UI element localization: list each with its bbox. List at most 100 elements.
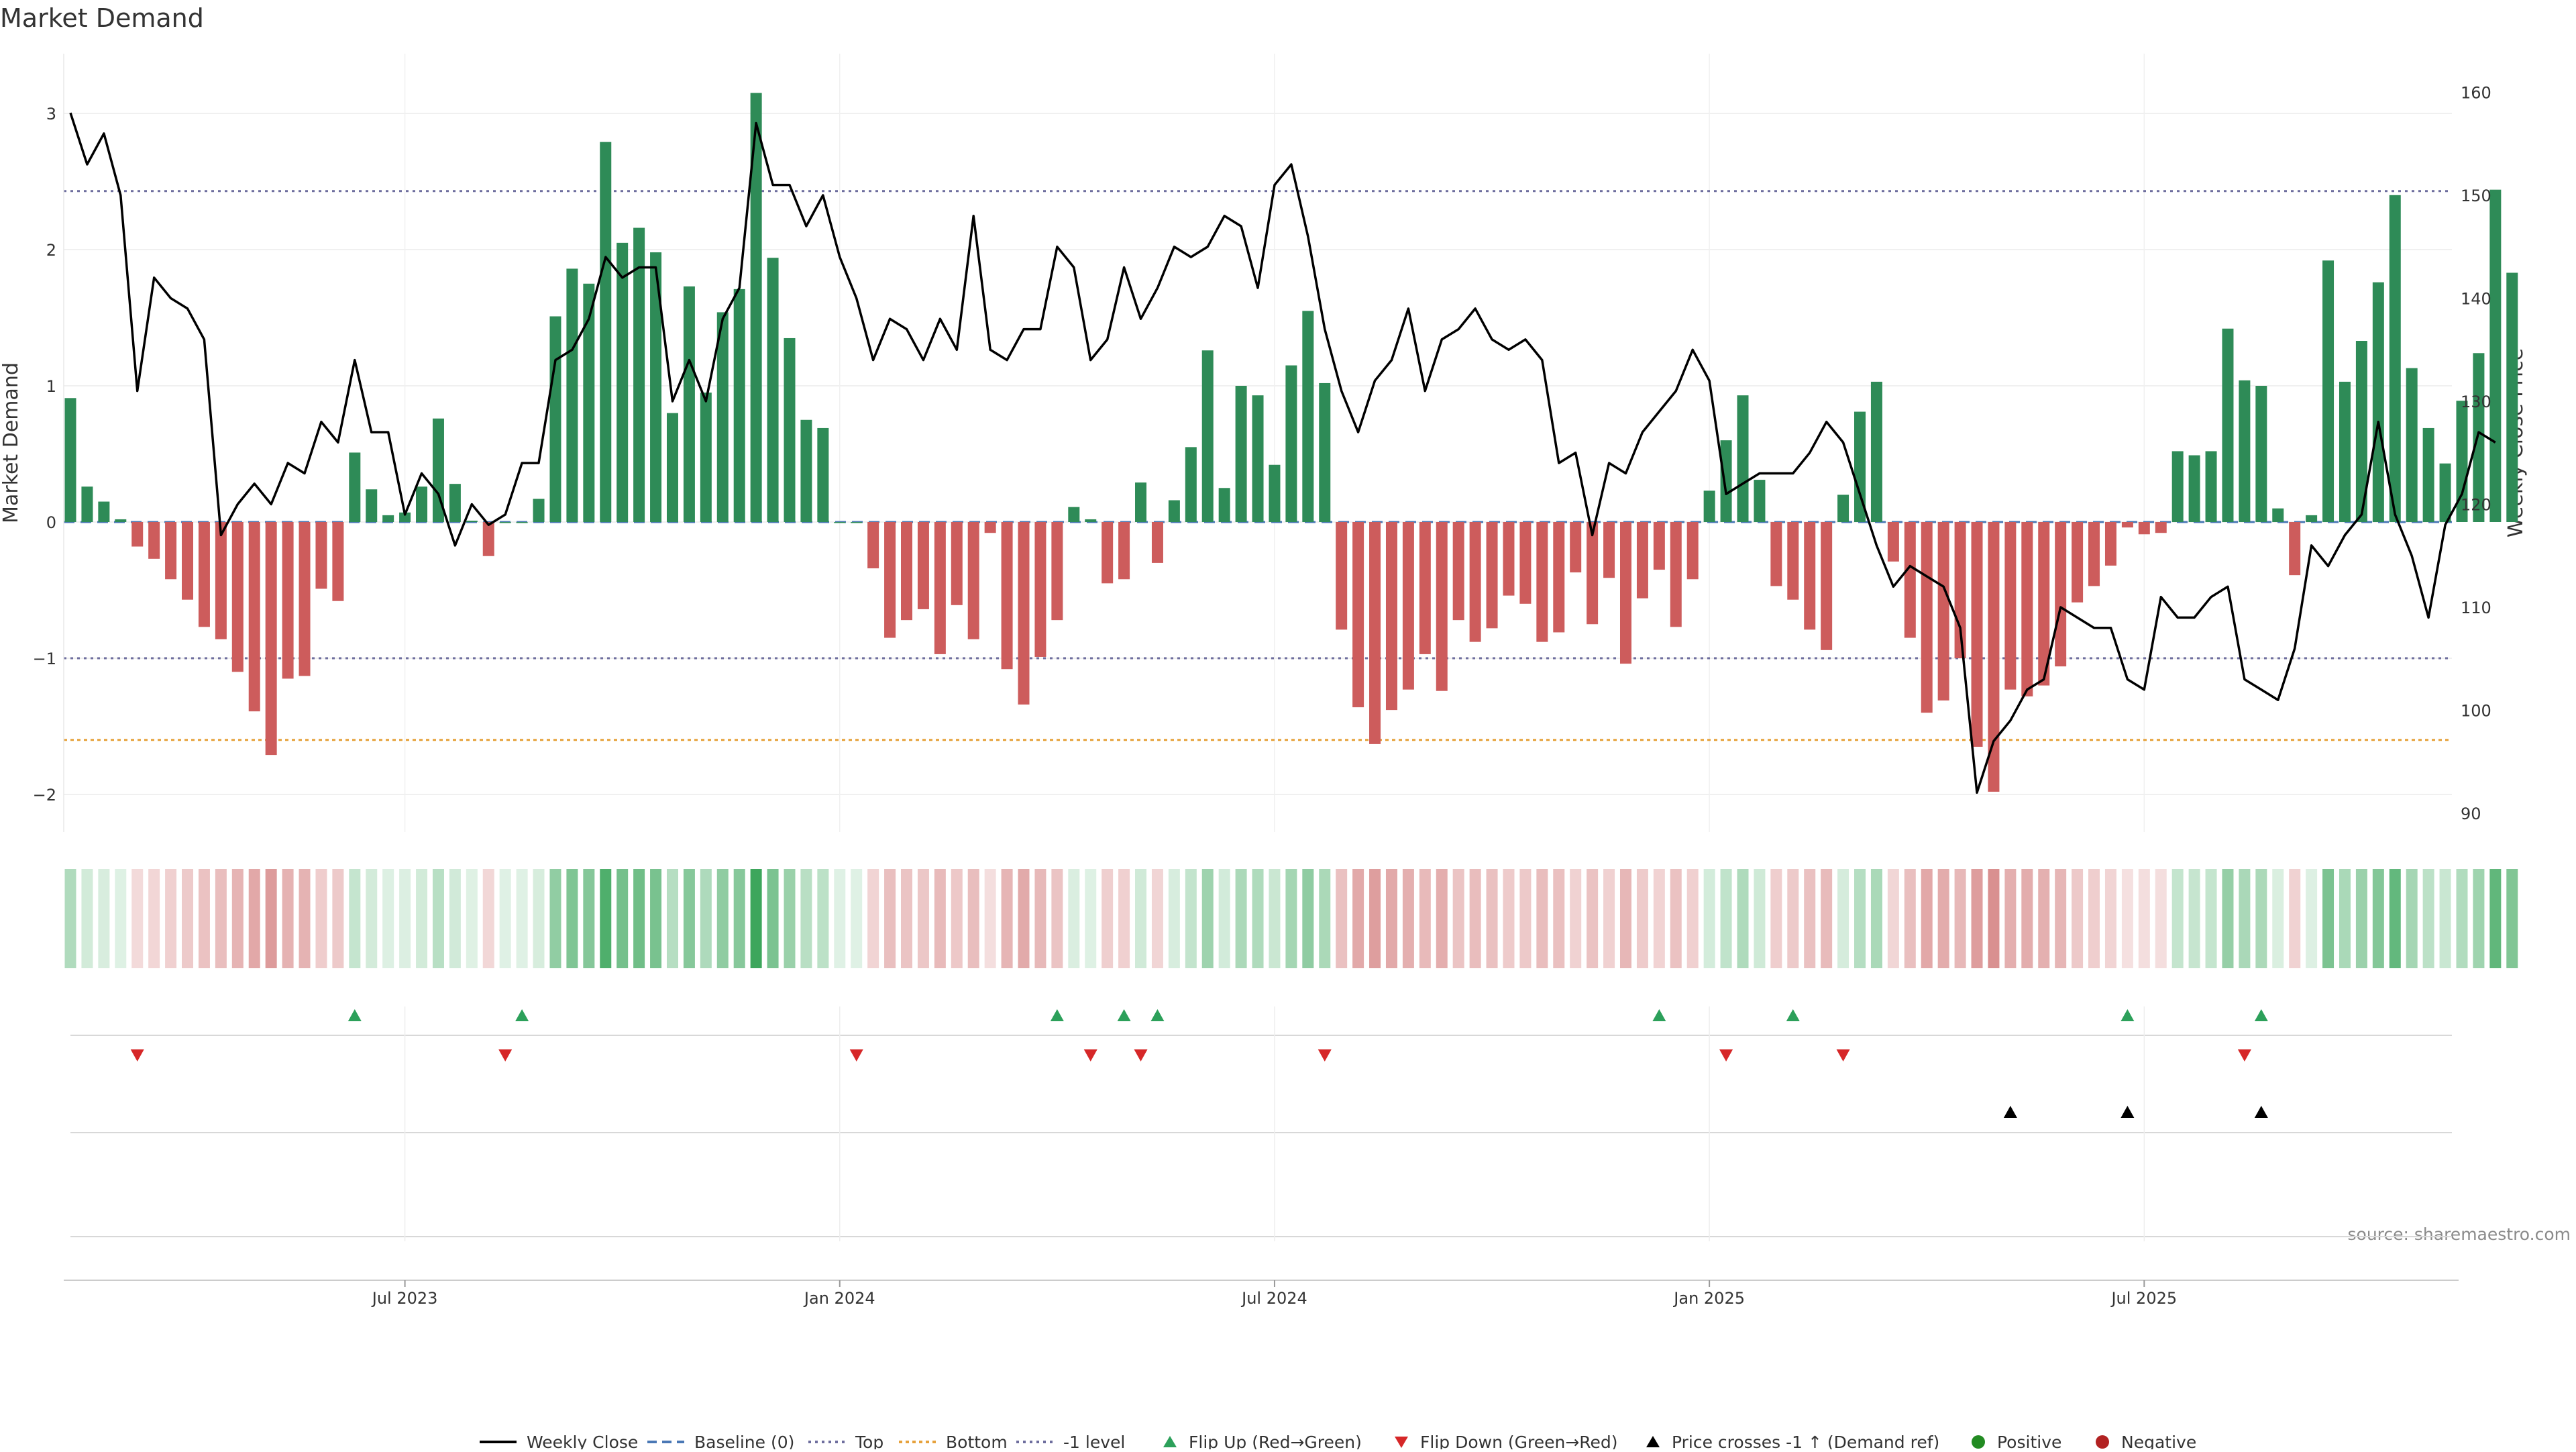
demand-bar-31 <box>583 283 595 522</box>
heat-cell-113 <box>1954 869 1966 968</box>
x-tick-label-0: Jul 2023 <box>371 1289 438 1308</box>
demand-bar-42 <box>767 258 779 522</box>
heat-cell-120 <box>2072 869 2084 968</box>
heat-cell-37 <box>683 869 695 968</box>
heat-cell-73 <box>1285 869 1297 968</box>
heat-cell-117 <box>2021 869 2033 968</box>
heat-cell-40 <box>733 869 745 968</box>
demand-bar-137 <box>2355 341 2367 522</box>
legend-item-8-swatch <box>1972 1435 1985 1449</box>
chart-title: Market Demand <box>0 3 204 33</box>
demand-bar-136 <box>2339 381 2351 522</box>
demand-bars-layer <box>64 93 2518 792</box>
demand-bar-32 <box>600 142 612 522</box>
heat-cell-74 <box>1302 869 1314 968</box>
right-tick-label-3: 130 <box>2461 393 2491 411</box>
legend-item-6-swatch <box>1395 1437 1408 1448</box>
heat-strip-layer <box>64 869 2518 968</box>
legend: Weekly Close Baseline (0) Top Bottom -1 leve… <box>480 1433 2196 1452</box>
heat-cell-105 <box>1821 869 1833 968</box>
demand-bar-36 <box>666 413 678 522</box>
demand-bar-89 <box>1553 522 1565 633</box>
demand-bar-115 <box>1988 522 2000 792</box>
heat-cell-1 <box>81 869 93 968</box>
demand-bar-40 <box>733 289 745 522</box>
demand-bar-33 <box>616 242 629 522</box>
heat-cell-31 <box>583 869 595 968</box>
heat-cell-51 <box>917 869 929 968</box>
demand-bar-119 <box>2055 522 2067 667</box>
demand-bar-81 <box>1419 522 1431 654</box>
demand-bar-93 <box>1619 522 1631 664</box>
heat-cell-140 <box>2406 869 2418 968</box>
heat-cell-142 <box>2439 869 2451 968</box>
heat-cell-72 <box>1269 869 1281 968</box>
demand-bar-72 <box>1269 464 1281 522</box>
demand-bar-9 <box>215 522 227 639</box>
demand-bar-65 <box>1151 522 1163 563</box>
flip-up-marker-1 <box>515 1009 529 1021</box>
heat-cell-20 <box>399 869 411 968</box>
heat-cell-23 <box>449 869 461 968</box>
demand-bar-56 <box>1001 522 1013 670</box>
demand-bar-24 <box>466 520 478 522</box>
flip-down-marker-0 <box>130 1049 144 1061</box>
heat-cell-98 <box>1703 869 1715 968</box>
demand-bar-60 <box>1068 507 1080 522</box>
flip-down-marker-1 <box>498 1049 513 1061</box>
demand-bar-134 <box>2306 515 2318 522</box>
legend-item-6-label: Flip Down (Green→Red) <box>1420 1433 1618 1449</box>
heat-cell-76 <box>1336 869 1348 968</box>
heat-cell-104 <box>1804 869 1816 968</box>
demand-bar-58 <box>1034 522 1046 657</box>
axes-layer: 3 2 1 0 −1 −2 160 150 140 130 120 110 100 90 <box>33 54 2491 832</box>
heat-cell-60 <box>1068 869 1080 968</box>
right-tick-label-6: 100 <box>2461 702 2491 721</box>
demand-bar-14 <box>299 522 311 676</box>
heat-cell-46 <box>834 869 846 968</box>
heat-cell-88 <box>1536 869 1548 968</box>
heat-cell-11 <box>248 869 260 968</box>
heat-cell-107 <box>1854 869 1866 968</box>
demand-bar-19 <box>382 515 394 522</box>
flip-down-marker-4 <box>1134 1049 1148 1061</box>
flip-up-marker-4 <box>1150 1009 1165 1021</box>
demand-bar-80 <box>1402 522 1414 690</box>
demand-bar-139 <box>2389 195 2401 522</box>
right-tick-label-7: 90 <box>2461 805 2481 823</box>
demand-bar-144 <box>2473 353 2485 522</box>
demand-bar-140 <box>2406 368 2418 522</box>
demand-bar-7 <box>182 522 194 600</box>
legend-item-7-swatch <box>1646 1436 1660 1447</box>
heat-cell-129 <box>2222 869 2234 968</box>
demand-bar-22 <box>432 418 444 522</box>
demand-bar-2 <box>98 501 110 522</box>
demand-bar-6 <box>165 522 177 580</box>
heat-cell-68 <box>1201 869 1214 968</box>
heat-cell-57 <box>1018 869 1030 968</box>
heat-cell-82 <box>1436 869 1448 968</box>
heat-cell-118 <box>2038 869 2050 968</box>
heat-cell-50 <box>901 869 912 968</box>
demand-bar-50 <box>901 522 912 621</box>
heat-cell-14 <box>299 869 311 968</box>
price-cross-marker-1 <box>2121 1106 2135 1118</box>
heat-cell-110 <box>1904 869 1916 968</box>
heat-cell-21 <box>416 869 428 968</box>
heat-cell-54 <box>967 869 979 968</box>
flip-down-marker-6 <box>1719 1049 1733 1061</box>
heat-cell-77 <box>1352 869 1364 968</box>
demand-bar-138 <box>2372 282 2384 522</box>
demand-bar-99 <box>1720 440 1732 522</box>
demand-bar-118 <box>2038 522 2050 686</box>
heat-cell-101 <box>1754 869 1766 968</box>
heat-cell-48 <box>867 869 879 968</box>
heat-cell-41 <box>750 869 762 968</box>
demand-bar-110 <box>1904 522 1916 638</box>
demand-bar-133 <box>2289 522 2301 576</box>
demand-bar-30 <box>566 268 578 522</box>
heat-cell-69 <box>1218 869 1230 968</box>
flip-down-marker-3 <box>1083 1049 1097 1061</box>
right-tick-label-4: 120 <box>2461 496 2491 515</box>
heat-cell-52 <box>934 869 946 968</box>
